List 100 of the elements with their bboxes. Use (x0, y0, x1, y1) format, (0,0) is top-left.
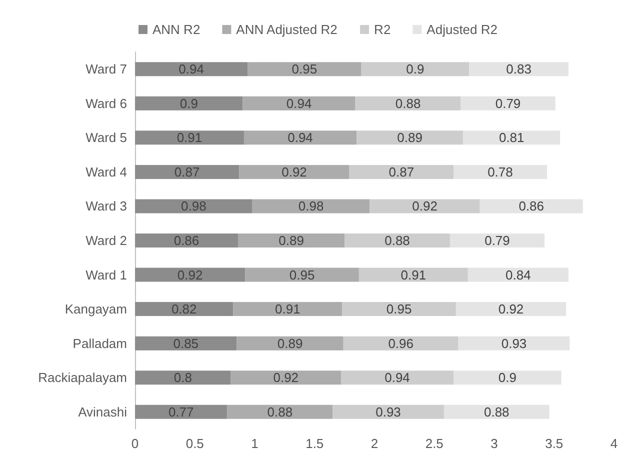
bar (343, 336, 458, 350)
legend-label: Adjusted R2 (426, 22, 498, 37)
data-label: 0.93 (501, 336, 527, 351)
data-label: 0.8 (174, 370, 192, 386)
bar (361, 62, 470, 76)
bar (370, 199, 480, 214)
data-label: 0.94 (286, 96, 312, 111)
bar (454, 164, 547, 179)
y-tick-label: Rackiapalayam (38, 370, 127, 386)
data-label: 0.88 (395, 96, 421, 111)
bar (349, 164, 454, 179)
data-label: 0.93 (376, 404, 401, 420)
y-tick-label: Ward 6 (86, 96, 127, 111)
x-tick-label: 0 (131, 436, 139, 451)
bar (450, 234, 545, 248)
bar (135, 234, 238, 248)
bar (480, 199, 583, 214)
data-label: 0.77 (168, 404, 194, 420)
x-tick-label: 0.5 (186, 436, 204, 451)
data-label: 0.88 (384, 233, 410, 248)
data-label: 0.84 (506, 267, 531, 282)
data-label: 0.83 (506, 62, 532, 77)
x-tick-label: 3 (490, 436, 498, 451)
bar (344, 234, 450, 248)
bar (135, 130, 244, 145)
bar (469, 62, 568, 76)
bar (355, 96, 461, 110)
legend-label: ANN R2 (152, 22, 200, 37)
x-tick-label: 3.5 (545, 436, 564, 451)
bar (332, 404, 444, 419)
data-label: 0.9 (180, 96, 198, 111)
data-label: 0.87 (388, 164, 414, 180)
data-label: 0.92 (412, 198, 438, 214)
bar (233, 302, 342, 316)
data-label: 0.95 (386, 302, 412, 317)
bar (245, 268, 359, 282)
data-label: 0.94 (178, 62, 204, 77)
data-label: 0.92 (177, 267, 203, 282)
x-tick-label: 4 (610, 436, 618, 451)
data-label: 0.79 (484, 233, 510, 248)
bar (456, 302, 566, 316)
bar (358, 268, 468, 282)
x-tick-label: 2.5 (425, 436, 444, 451)
y-tick-label: Ward 7 (86, 62, 127, 77)
legend-label: R2 (374, 22, 391, 37)
data-label: 0.94 (384, 370, 410, 386)
data-label: 0.88 (484, 404, 510, 420)
bar (356, 130, 464, 145)
data-label: 0.79 (495, 96, 521, 111)
bar (238, 234, 345, 248)
data-label: 0.87 (174, 164, 200, 180)
bar (135, 199, 252, 214)
data-label: 0.86 (518, 198, 544, 214)
bar (242, 96, 356, 110)
bar (135, 302, 234, 316)
x-tick-label: 2 (370, 436, 378, 451)
bar (135, 164, 240, 179)
bar (135, 336, 237, 350)
legend-label: ANN Adjusted R2 (236, 22, 338, 37)
bar (236, 336, 344, 350)
data-label: 0.91 (176, 130, 202, 146)
y-tick-label: Ward 4 (86, 164, 127, 180)
y-tick-label: Ward 3 (86, 198, 127, 214)
bar (444, 404, 550, 419)
data-label: 0.85 (173, 336, 199, 351)
bar (135, 404, 228, 419)
bar (135, 370, 231, 385)
bar (340, 370, 454, 385)
data-label: 0.92 (498, 302, 524, 317)
bar (454, 370, 562, 385)
bar (248, 62, 362, 76)
data-label: 0.81 (498, 130, 524, 146)
data-label: 0.9 (406, 62, 424, 77)
data-label: 0.98 (298, 198, 324, 214)
data-label: 0.94 (288, 130, 313, 146)
data-label: 0.89 (278, 233, 304, 248)
bar (239, 164, 350, 179)
data-label: 0.91 (400, 267, 426, 282)
data-label: 0.82 (171, 302, 197, 317)
data-label: 0.89 (397, 130, 422, 146)
y-tick-label: Avinashi (78, 404, 128, 420)
x-tick-label: 1 (251, 436, 258, 451)
data-label: 0.95 (289, 267, 315, 282)
bar (135, 62, 248, 76)
bar (227, 404, 333, 419)
data-label: 0.86 (174, 233, 200, 248)
data-label: 0.92 (273, 370, 299, 386)
bar (458, 336, 570, 350)
data-label: 0.88 (267, 404, 293, 420)
bar (135, 96, 243, 110)
x-tick-label: 1.5 (306, 436, 324, 451)
bar (230, 370, 341, 385)
bar (468, 268, 568, 282)
y-tick-label: Ward 5 (86, 130, 127, 146)
bar (135, 268, 246, 282)
y-tick-label: Kangayam (64, 302, 127, 317)
data-label: 0.91 (275, 302, 300, 317)
bar (463, 130, 560, 145)
bar (252, 199, 370, 214)
data-label: 0.78 (488, 164, 513, 180)
